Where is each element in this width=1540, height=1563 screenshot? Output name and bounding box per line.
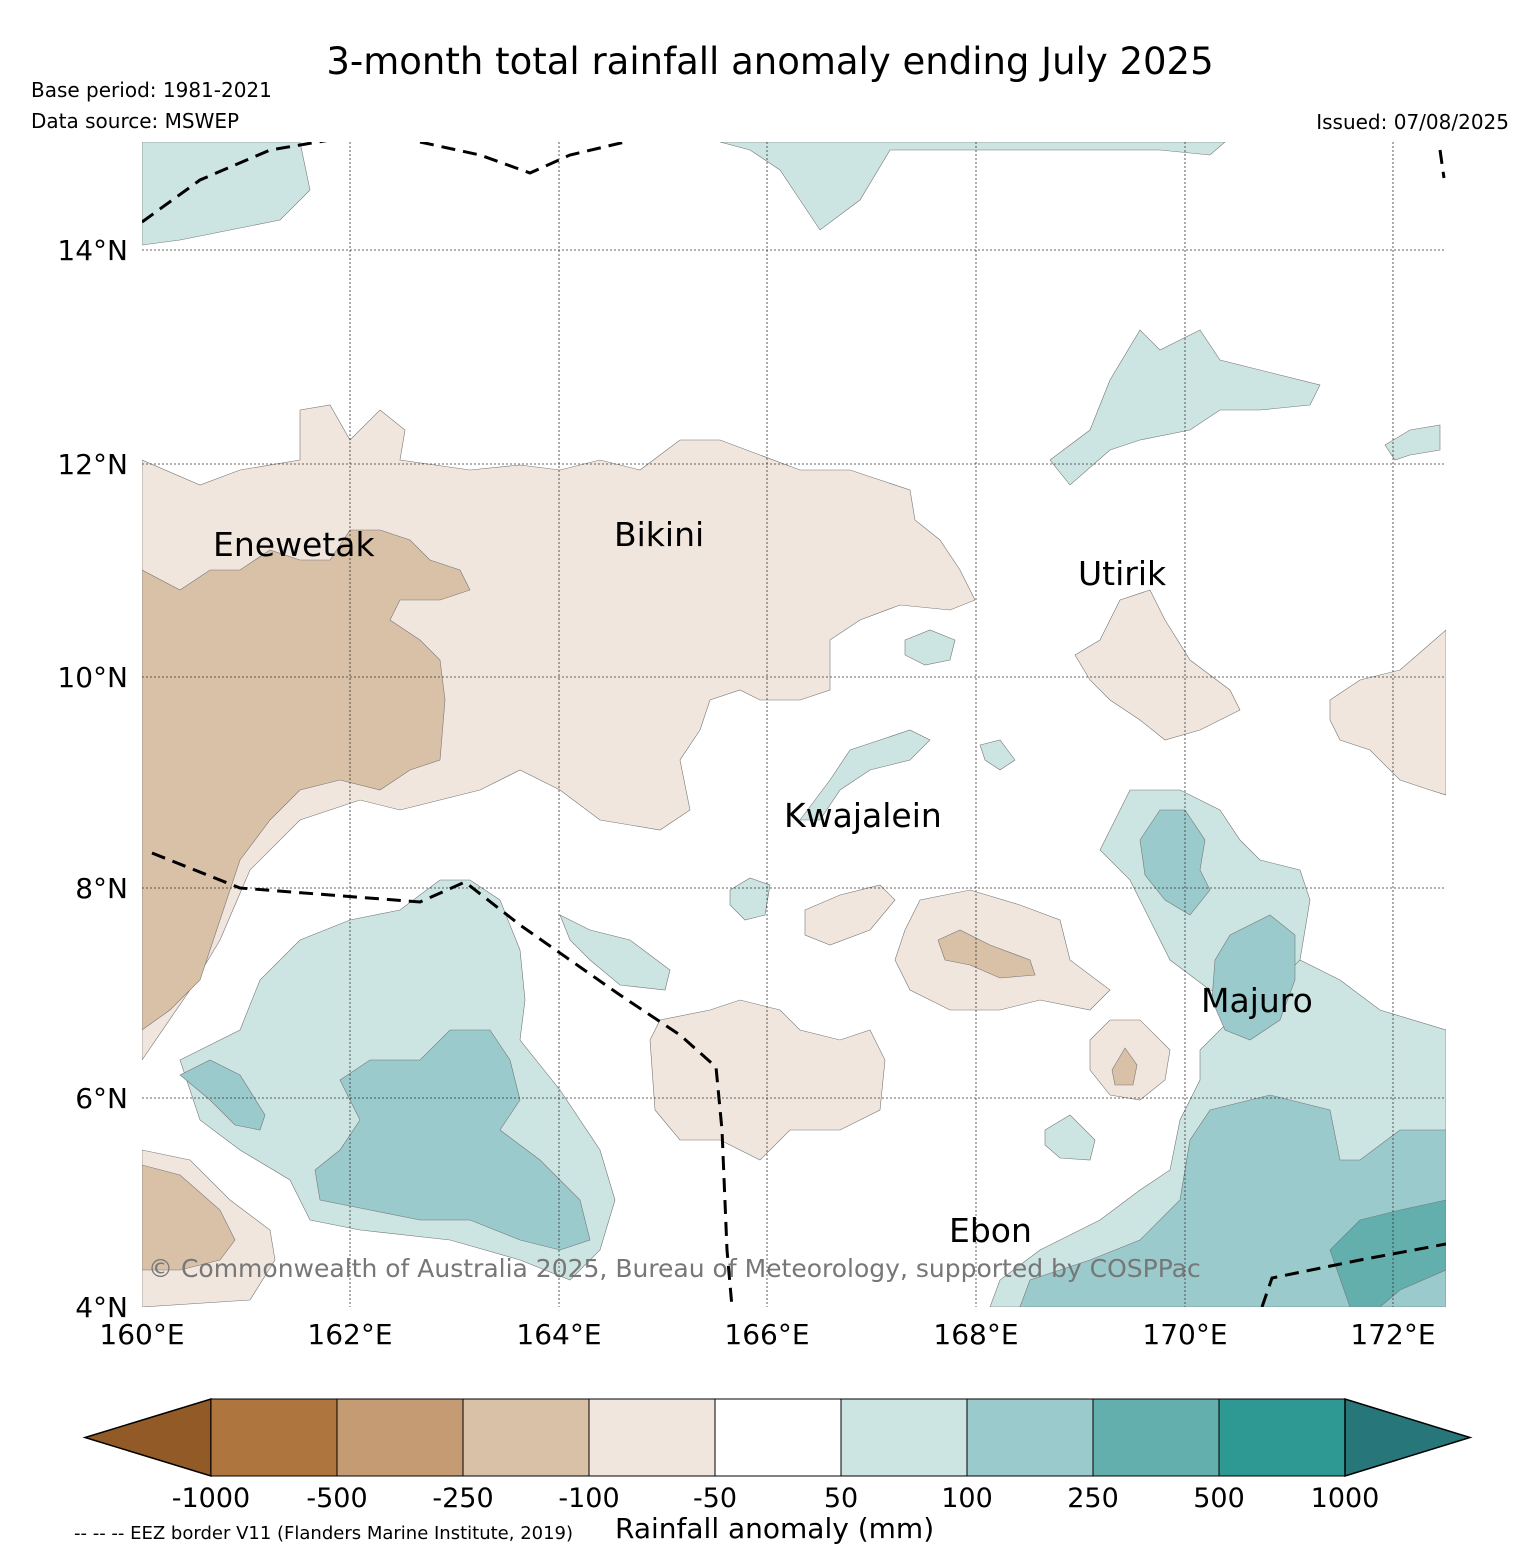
colorbar-block	[210, 1398, 338, 1477]
map-title: 3-month total rainfall anomaly ending Ju…	[326, 40, 1214, 83]
colorbar-tick-label: -50	[693, 1483, 737, 1514]
wet-region-medium-majuro	[1211, 914, 1296, 1041]
lat-tick-8: 8°N	[75, 872, 128, 905]
colorbar-block	[588, 1398, 716, 1477]
lon-tick-168: 168°E	[933, 1318, 1018, 1351]
colorbar-tick-label: -500	[306, 1483, 367, 1514]
lon-tick-170: 170°E	[1142, 1318, 1227, 1351]
lon-tick-166: 166°E	[724, 1318, 809, 1351]
wet-region-kwajalein	[799, 729, 931, 821]
colorbar-block	[336, 1398, 464, 1477]
place-label-enewetak: Enewetak	[213, 525, 376, 564]
colorbar-tick-label: 1000	[1311, 1483, 1380, 1514]
dry-region-south	[649, 999, 886, 1161]
colorbar-block	[714, 1398, 842, 1477]
wet-region-small-4	[904, 629, 956, 666]
place-label-kwajalein: Kwajalein	[784, 796, 942, 835]
anomaly-contours	[142, 142, 1446, 1307]
wet-region-small-5	[979, 739, 1016, 771]
wet-region-medium-southwest	[314, 1029, 591, 1251]
wet-region-medium-east	[1139, 809, 1211, 916]
lon-tick-162: 162°E	[307, 1318, 392, 1351]
latitude-labels: 14°N 12°N 10°N 8°N 6°N 4°N	[57, 234, 128, 1324]
wet-region-small	[729, 877, 771, 921]
colorbar-block	[1218, 1398, 1346, 1477]
colorbar-tick-label: 50	[824, 1483, 858, 1514]
colorbar-extend-low	[82, 1397, 212, 1478]
wet-region-small-2	[1044, 1114, 1096, 1161]
lat-tick-4: 4°N	[75, 1291, 128, 1324]
wet-region-top-2	[719, 142, 1226, 231]
dry-region-utirik	[1074, 589, 1241, 741]
place-label-majuro: Majuro	[1201, 981, 1313, 1020]
wet-region-mid	[559, 914, 671, 991]
wet-region-strong	[1329, 1199, 1446, 1307]
dry-region-far-east	[1329, 629, 1446, 796]
dry-region-dark	[142, 529, 471, 1031]
dry-spot-2	[1111, 1047, 1138, 1086]
colorbar-block	[1092, 1398, 1220, 1477]
lat-tick-12: 12°N	[57, 448, 128, 481]
lon-tick-172: 172°E	[1350, 1318, 1435, 1351]
colorbar-title: Rainfall anomaly (mm)	[615, 1512, 935, 1545]
place-label-utirik: Utirik	[1078, 554, 1167, 593]
longitude-labels: 160°E 162°E 164°E 166°E 168°E 170°E 172°…	[99, 1318, 1435, 1351]
colorbar-block	[966, 1398, 1094, 1477]
wet-region-small-3	[1384, 424, 1441, 461]
lat-tick-10: 10°N	[57, 661, 128, 694]
lat-tick-14: 14°N	[57, 234, 128, 267]
dry-spot-1	[937, 929, 1036, 979]
colorbar-tick-label: 250	[1067, 1483, 1119, 1514]
base-period-text: Base period: 1981-2021	[31, 78, 272, 102]
colorbar-labels: -1000 -500 -250 -100 -50 50 100 250 500 1000	[172, 1483, 1380, 1514]
colorbar-tick-label: 100	[941, 1483, 993, 1514]
colorbar-tick-label: -100	[558, 1483, 619, 1514]
place-labels: Enewetak Bikini Utirik Kwajalein Majuro …	[213, 515, 1313, 1250]
colorbar-tick-label: -1000	[172, 1483, 250, 1514]
colorbar-extend-high	[1344, 1397, 1473, 1478]
lon-tick-164: 164°E	[516, 1318, 601, 1351]
copyright-notice: © Commonwealth of Australia 2025, Bureau…	[148, 1254, 1201, 1283]
eez-border	[142, 142, 1446, 1307]
place-label-bikini: Bikini	[614, 515, 704, 554]
place-label-ebon: Ebon	[949, 1211, 1032, 1250]
wet-region-medium-west	[179, 1059, 266, 1131]
dry-spot-3	[142, 1164, 236, 1271]
data-source-text: Data source: MSWEP	[31, 109, 240, 133]
colorbar-block	[462, 1398, 590, 1477]
dry-region-east-3	[804, 884, 896, 946]
colorbar-tick-label: 500	[1193, 1483, 1245, 1514]
colorbar-tick-label: -250	[432, 1483, 493, 1514]
colorbar-blocks	[82, 1397, 1473, 1478]
eez-border-legend: -- -- -- EEZ border V11 (Flanders Marine…	[74, 1523, 574, 1544]
lat-tick-6: 6°N	[75, 1082, 128, 1115]
colorbar-block	[840, 1398, 968, 1477]
wet-region-top	[142, 142, 311, 246]
graticule	[142, 142, 1446, 1307]
lon-tick-160: 160°E	[99, 1318, 184, 1351]
issued-date-text: Issued: 07/08/2025	[1316, 110, 1509, 134]
